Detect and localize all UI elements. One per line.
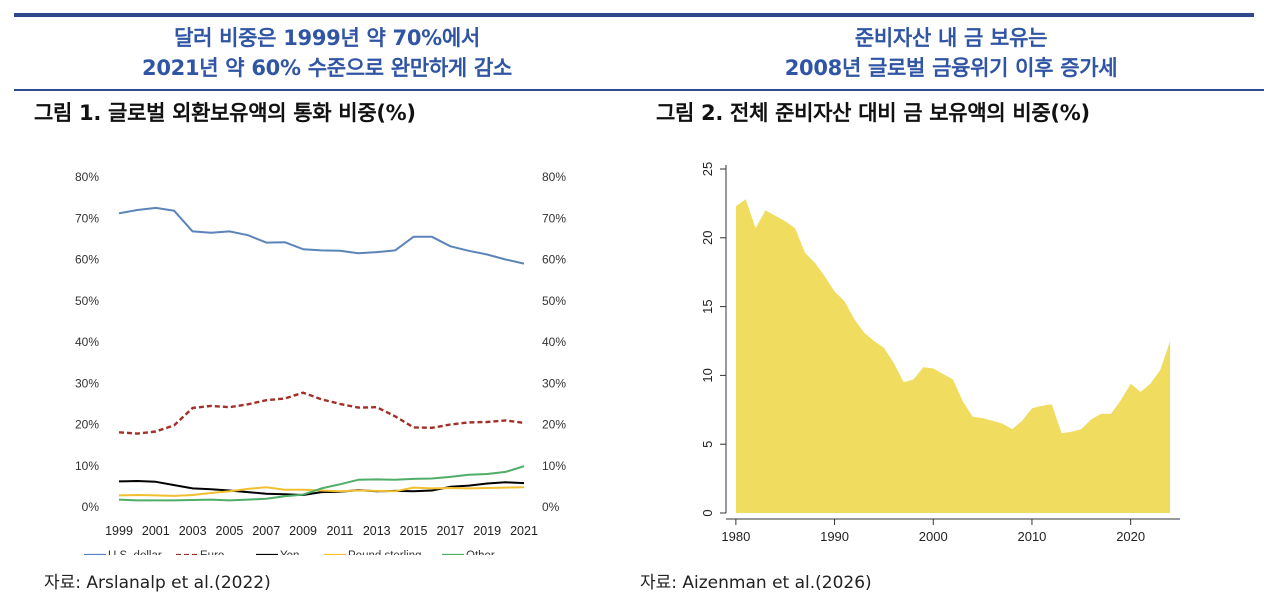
y-tick-label-left: 50% bbox=[75, 294, 99, 308]
y-tick-label: 5 bbox=[700, 441, 715, 448]
x-tick-label: 2000 bbox=[919, 529, 948, 544]
y-tick-label-right: 0% bbox=[542, 500, 560, 514]
x-tick-label: 1999 bbox=[105, 524, 133, 538]
right-panel: 준비자산 내 금 보유는 2008년 글로벌 금융위기 이후 증가세 그림 2.… bbox=[638, 17, 1264, 600]
legend-item: Euro bbox=[176, 550, 224, 555]
gold-share-chart: 0 5 10 15 20 25 1980 1990 2000 2010 2020 Year bbox=[700, 162, 1180, 555]
y-tick-label: 20 bbox=[700, 231, 715, 245]
series-line-euro bbox=[118, 391, 525, 435]
y-tick-label-left: 40% bbox=[75, 335, 99, 349]
series-line-u-s-dollar bbox=[118, 206, 525, 265]
y-tick-label-right: 80% bbox=[542, 170, 566, 184]
x-tick-label: 2021 bbox=[510, 524, 538, 538]
legend-item: Other bbox=[442, 550, 495, 555]
series-line-other bbox=[118, 465, 525, 502]
y-tick-label-right: 50% bbox=[542, 294, 566, 308]
y-tick-label-right: 10% bbox=[542, 459, 566, 473]
x-tick-label: 1990 bbox=[820, 529, 849, 544]
x-tick-label: 2001 bbox=[142, 524, 170, 538]
y-tick-label-left: 20% bbox=[75, 418, 99, 432]
x-tick-label: 2003 bbox=[179, 524, 207, 538]
legend-label: U.S. dollar bbox=[108, 550, 162, 555]
legend-label: Other bbox=[466, 550, 495, 555]
x-tick-label: 2015 bbox=[400, 524, 428, 538]
figure-1-source: 자료: Arslanalp et al.(2022) bbox=[44, 573, 271, 593]
y-tick-label-left: 30% bbox=[75, 376, 99, 390]
x-tick-label: 2013 bbox=[363, 524, 391, 538]
right-headline-line-2: 2008년 글로벌 금융위기 이후 증가세 bbox=[784, 56, 1118, 80]
gold-share-area bbox=[735, 199, 1171, 514]
x-axis-title: Year bbox=[911, 552, 940, 555]
chart-1-background bbox=[44, 145, 596, 555]
x-tick-label: 2017 bbox=[436, 524, 464, 538]
legend-item: Pound sterling bbox=[324, 550, 422, 555]
x-tick-label: 2019 bbox=[473, 524, 501, 538]
left-headline-line-2: 2021년 약 60% 수준으로 완만하게 감소 bbox=[142, 56, 512, 80]
y-tick-label-left: 80% bbox=[75, 170, 99, 184]
left-headline-line-1: 달러 비중은 1999년 약 70%에서 bbox=[174, 26, 480, 50]
legend-label: Yen bbox=[280, 550, 299, 555]
figure-1-title: 그림 1. 글로벌 외환보유액의 통화 비중(%) bbox=[34, 101, 416, 125]
legend-item: Yen bbox=[256, 550, 299, 555]
series-line-yen bbox=[118, 480, 525, 496]
y-tick-label-right: 60% bbox=[542, 253, 566, 267]
left-headline: 달러 비중은 1999년 약 70%에서 2021년 약 60% 수준으로 완만… bbox=[14, 23, 640, 83]
right-headline: 준비자산 내 금 보유는 2008년 글로벌 금융위기 이후 증가세 bbox=[638, 23, 1264, 83]
y-tick-label: 25 bbox=[700, 162, 715, 176]
figure-2-source: 자료: Aizenman et al.(2026) bbox=[640, 573, 872, 593]
legend-label: Pound sterling bbox=[348, 550, 422, 555]
x-tick-label: 1980 bbox=[721, 529, 750, 544]
y-tick-label-left: 70% bbox=[75, 211, 99, 225]
y-tick-label-right: 40% bbox=[542, 335, 566, 349]
right-headline-rule bbox=[638, 89, 1264, 91]
x-tick-label: 2011 bbox=[326, 524, 353, 538]
top-rule bbox=[14, 13, 1254, 17]
currency-share-chart: 0% 0% 10% 10% 20% 20% 30% 30% 40% 40% 50% 50% 60% 60%… bbox=[44, 145, 596, 555]
y-tick-label: 0 bbox=[700, 509, 715, 516]
y-tick-label-left: 10% bbox=[75, 459, 99, 473]
left-panel: 달러 비중은 1999년 약 70%에서 2021년 약 60% 수준으로 완만… bbox=[14, 17, 640, 600]
y-tick-label-left: 60% bbox=[75, 253, 99, 267]
x-tick-label: 2007 bbox=[252, 524, 280, 538]
legend-item: U.S. dollar bbox=[84, 550, 162, 555]
y-tick-label: 10 bbox=[700, 368, 715, 382]
y-tick-label: 15 bbox=[700, 299, 715, 313]
legend-label: Euro bbox=[200, 550, 224, 555]
x-tick-label: 2010 bbox=[1017, 529, 1046, 544]
x-tick-label: 2005 bbox=[216, 524, 244, 538]
y-tick-label-right: 30% bbox=[542, 376, 566, 390]
x-tick-label: 2020 bbox=[1116, 529, 1145, 544]
left-headline-rule bbox=[14, 89, 640, 91]
y-tick-label-left: 0% bbox=[82, 500, 100, 514]
right-headline-line-1: 준비자산 내 금 보유는 bbox=[854, 26, 1048, 50]
y-tick-label-right: 20% bbox=[542, 418, 566, 432]
series-line-pound-sterling bbox=[118, 486, 525, 497]
x-tick-label: 2009 bbox=[289, 524, 317, 538]
y-tick-label-right: 70% bbox=[542, 211, 566, 225]
figure-2-title: 그림 2. 전체 준비자산 대비 금 보유액의 비중(%) bbox=[656, 101, 1090, 125]
